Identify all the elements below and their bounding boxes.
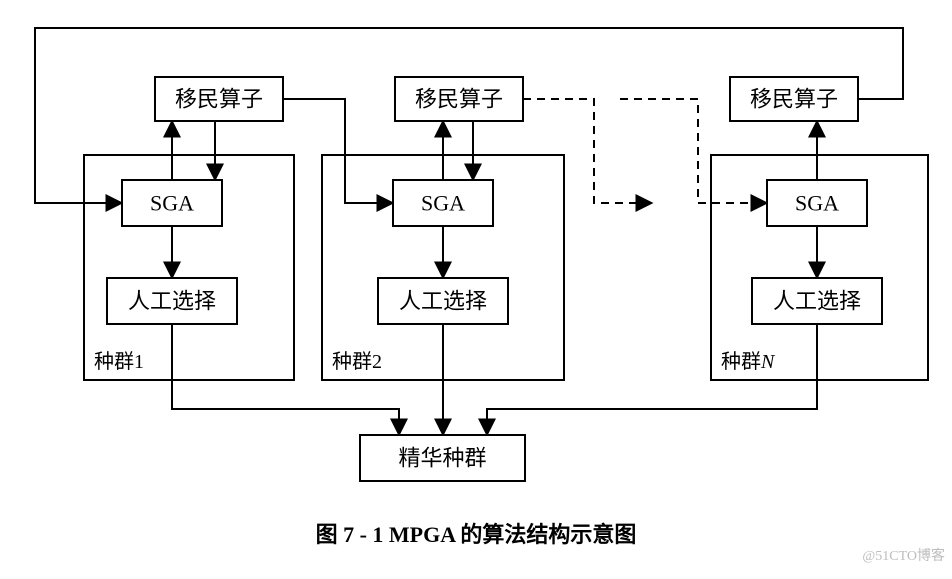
node-label: 人工选择	[128, 289, 216, 314]
node-label: 精华种群	[398, 446, 486, 471]
node-label: 人工选择	[399, 289, 487, 314]
nodes: 移民算子 移民算子 移民算子 SGA SGA SGA 人工选择 人工选择 人工选择精华种群	[107, 77, 882, 481]
watermark: @51CTO博客	[862, 547, 945, 564]
node-label: SGA	[795, 191, 839, 216]
figure-caption: 图 7 - 1 MPGA 的算法结构示意图	[316, 522, 637, 547]
node-label: 移民算子	[175, 87, 263, 112]
mpga-structure-diagram: 种群1 种群2 种群N 移民算子 移民算子 移民算子 SGA SGA SGA 人工选择 人工选择 人…	[0, 0, 952, 579]
node-label: 移民算子	[415, 87, 503, 112]
node-label: 人工选择	[773, 289, 861, 314]
population-label: 种群2	[332, 350, 382, 373]
edge	[283, 99, 393, 203]
edge	[523, 99, 652, 203]
node-label: 移民算子	[750, 87, 838, 112]
population-label: 种群1	[94, 350, 144, 373]
node-label: SGA	[150, 191, 194, 216]
population-label: 种群N	[721, 350, 776, 373]
node-label: SGA	[421, 191, 465, 216]
